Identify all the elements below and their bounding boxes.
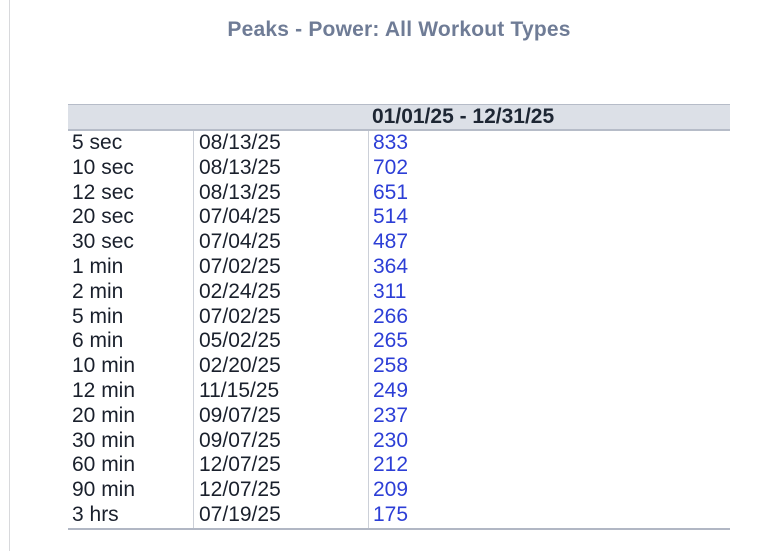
table-row: 12 sec 08/13/25 651 <box>68 180 730 206</box>
date-cell: 12/07/25 <box>193 453 368 479</box>
table-row: 3 hrs 07/19/25 175 <box>68 502 730 528</box>
duration-cell: 30 sec <box>72 230 134 254</box>
date-cell: 07/02/25 <box>193 254 368 280</box>
table-row: 20 min 09/07/25 237 <box>68 403 730 429</box>
table-row: 30 sec 07/04/25 487 <box>68 230 730 255</box>
duration-cell: 10 sec <box>72 155 134 179</box>
widget-title: Peaks - Power: All Workout Types <box>227 18 571 41</box>
date-cell: 08/13/25 <box>193 180 368 206</box>
duration-cell: 20 sec <box>72 205 134 229</box>
date-cell: 07/04/25 <box>193 230 368 255</box>
duration-cell: 3 hrs <box>72 502 119 526</box>
value-link[interactable]: 230 <box>368 428 730 454</box>
duration-cell: 12 sec <box>72 180 134 204</box>
date-cell: 08/13/25 <box>193 131 368 156</box>
date-range-header: 01/01/25 - 12/31/25 <box>372 105 555 128</box>
date-cell: 09/07/25 <box>193 428 368 454</box>
value-link[interactable]: 266 <box>368 304 730 330</box>
value-link[interactable]: 833 <box>368 131 730 156</box>
table-row: 60 min 12/07/25 212 <box>68 453 730 479</box>
duration-cell: 12 min <box>72 378 136 402</box>
value-link[interactable]: 209 <box>368 478 730 503</box>
date-cell: 09/07/25 <box>193 403 368 429</box>
table-row: 10 min 02/20/25 258 <box>68 354 730 379</box>
table-row: 10 sec 08/13/25 702 <box>68 155 730 181</box>
table-row: 90 min 12/07/25 209 <box>68 478 730 503</box>
value-link[interactable]: 249 <box>368 378 730 404</box>
date-cell: 12/07/25 <box>193 478 368 503</box>
value-link[interactable]: 514 <box>368 205 730 231</box>
duration-cell: 5 min <box>72 304 124 328</box>
peaks-power-table: 01/01/25 - 12/31/25 5 sec 08/13/25 833 1… <box>68 104 730 530</box>
table-row: 5 min 07/02/25 266 <box>68 304 730 330</box>
date-cell: 07/04/25 <box>193 205 368 231</box>
table-row: 6 min 05/02/25 265 <box>68 329 730 355</box>
duration-cell: 6 min <box>72 329 124 353</box>
duration-cell: 20 min <box>72 403 136 427</box>
value-link[interactable]: 702 <box>368 155 730 181</box>
date-cell: 02/24/25 <box>193 279 368 305</box>
table-row: 2 min 02/24/25 311 <box>68 279 730 305</box>
duration-cell: 30 min <box>72 428 136 452</box>
duration-cell: 5 sec <box>72 131 123 154</box>
table-row: 30 min 09/07/25 230 <box>68 428 730 454</box>
table-row: 5 sec 08/13/25 833 <box>68 131 730 156</box>
duration-cell: 60 min <box>72 453 136 477</box>
table-row: 12 min 11/15/25 249 <box>68 378 730 404</box>
value-link[interactable]: 651 <box>368 180 730 206</box>
value-link[interactable]: 237 <box>368 403 730 429</box>
panel-left-border <box>9 0 10 551</box>
date-cell: 11/15/25 <box>193 378 368 404</box>
value-link[interactable]: 311 <box>368 279 730 305</box>
value-link[interactable]: 265 <box>368 329 730 355</box>
date-cell: 07/02/25 <box>193 304 368 330</box>
date-cell: 07/19/25 <box>193 502 368 528</box>
duration-cell: 90 min <box>72 478 136 502</box>
value-link[interactable]: 175 <box>368 502 730 528</box>
duration-cell: 2 min <box>72 279 124 303</box>
duration-cell: 1 min <box>72 254 124 278</box>
table-row: 1 min 07/02/25 364 <box>68 254 730 280</box>
value-link[interactable]: 487 <box>368 230 730 255</box>
value-link[interactable]: 258 <box>368 354 730 379</box>
date-cell: 08/13/25 <box>193 155 368 181</box>
table-header-row: 01/01/25 - 12/31/25 <box>68 104 730 131</box>
table-row: 20 sec 07/04/25 514 <box>68 205 730 231</box>
duration-cell: 10 min <box>72 354 136 378</box>
table-body: 5 sec 08/13/25 833 10 sec 08/13/25 702 1… <box>68 131 730 530</box>
value-link[interactable]: 364 <box>368 254 730 280</box>
date-cell: 05/02/25 <box>193 329 368 355</box>
value-link[interactable]: 212 <box>368 453 730 479</box>
date-cell: 02/20/25 <box>193 354 368 379</box>
